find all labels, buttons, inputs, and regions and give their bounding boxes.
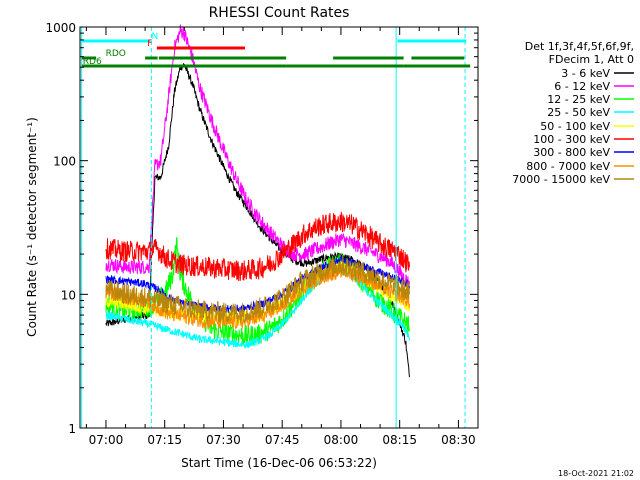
legend-entry: 300 - 800 keV bbox=[478, 146, 634, 159]
x-tick-label: 07:15 bbox=[147, 433, 182, 447]
legend-swatch bbox=[614, 164, 634, 167]
flag-bars: NF RDO RD6 bbox=[81, 32, 471, 68]
legend: Det 1f,3f,4f,5f,6f,9f, FDecim 1, Att 0 3… bbox=[478, 40, 634, 186]
legend-entry-label: 300 - 800 keV bbox=[533, 146, 610, 160]
plot-frame bbox=[79, 26, 479, 429]
x-tick-label: 08:00 bbox=[324, 433, 359, 447]
flag-label-rdo: RDO bbox=[106, 49, 126, 59]
legend-entry-label: 100 - 300 keV bbox=[533, 133, 610, 147]
x-tick-label: 08:15 bbox=[382, 433, 417, 447]
series-line-2 bbox=[105, 24, 410, 289]
legend-entry: 3 - 6 keV bbox=[478, 67, 634, 80]
legend-swatch bbox=[614, 178, 634, 180]
legend-swatch bbox=[614, 98, 634, 100]
legend-entries: 3 - 6 keV 6 - 12 keV 12 - 25 keV 25 - 50 ke… bbox=[478, 67, 634, 187]
legend-swatch bbox=[614, 111, 634, 114]
y-tick-label: 100 bbox=[53, 155, 76, 169]
legend-swatch bbox=[614, 138, 634, 140]
legend-header-line-1: Det 1f,3f,4f,5f,6f,9f, bbox=[524, 40, 634, 53]
series-line-9 bbox=[105, 255, 410, 324]
legend-entry-label: 3 - 6 keV bbox=[561, 66, 610, 80]
x-tick-label: 07:30 bbox=[206, 433, 241, 447]
legend-entry-label: 25 - 50 keV bbox=[547, 106, 610, 120]
chart-title: RHESSI Count Rates bbox=[209, 5, 350, 21]
legend-entry-label: 12 - 25 keV bbox=[547, 93, 610, 107]
legend-swatch bbox=[614, 125, 634, 127]
flag-label-n: N bbox=[152, 32, 159, 42]
x-tick-label: 08:30 bbox=[441, 433, 476, 447]
y-tick-label: 10 bbox=[61, 288, 76, 302]
x-tick-label: 07:45 bbox=[265, 433, 300, 447]
flag-label-f: F bbox=[147, 39, 152, 49]
legend-entry: 12 - 25 keV bbox=[478, 93, 634, 106]
legend-entry-label: 50 - 100 keV bbox=[540, 119, 610, 133]
flag-label-rd6: RD6 bbox=[83, 57, 102, 67]
legend-entry-label: 7000 - 15000 keV bbox=[512, 172, 610, 186]
x-axis-label: Start Time (16-Dec-06 06:53:22) bbox=[181, 456, 377, 470]
legend-entry: 100 - 300 keV bbox=[478, 133, 634, 146]
legend-entry: 50 - 100 keV bbox=[478, 120, 634, 133]
x-tick-label: 07:00 bbox=[89, 433, 124, 447]
legend-swatch bbox=[614, 151, 634, 154]
series-line-8 bbox=[105, 263, 410, 329]
legend-swatch bbox=[614, 71, 634, 74]
legend-entry-label: 800 - 7000 keV bbox=[526, 159, 610, 173]
legend-header-line-2: FDecim 1, Att 0 bbox=[548, 53, 634, 67]
y-tick-label: 1000 bbox=[45, 21, 76, 35]
legend-entry: 7000 - 15000 keV bbox=[478, 173, 634, 186]
y-axis-label: Count Rate (s⁻¹ detector segment⁻¹) bbox=[25, 117, 39, 337]
y-tick-label: 1 bbox=[68, 422, 76, 436]
vertical-markers bbox=[81, 27, 466, 428]
date-stamp: 18-Oct-2021 21:02 bbox=[558, 469, 634, 478]
legend-entry: 25 - 50 keV bbox=[478, 106, 634, 119]
legend-entry-label: 6 - 12 keV bbox=[554, 79, 610, 93]
series-layer bbox=[105, 24, 410, 378]
axes: 07:00 07:15 07:30 07:45 08:00 08:15 08:30 1 10 10… bbox=[45, 21, 479, 447]
legend-swatch bbox=[614, 85, 634, 87]
legend-entry: 6 - 12 keV bbox=[478, 80, 634, 93]
series-line-6 bbox=[105, 211, 410, 281]
legend-entry: 800 - 7000 keV bbox=[478, 160, 634, 173]
